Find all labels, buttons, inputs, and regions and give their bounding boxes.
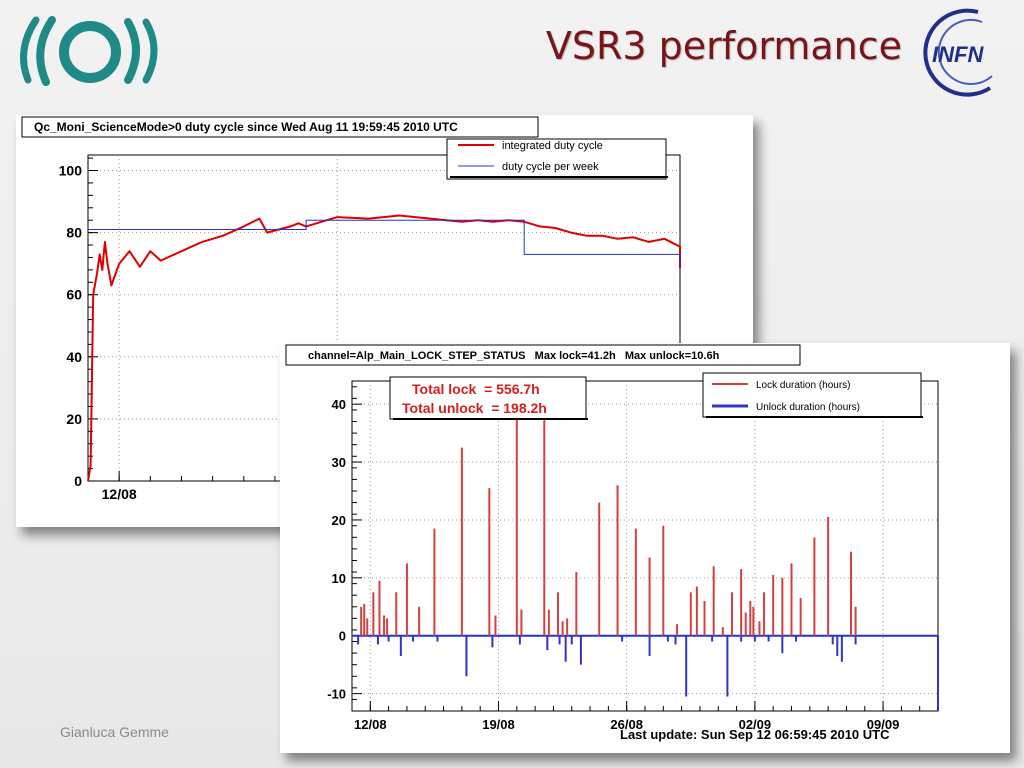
y-tick-label: 40	[332, 397, 346, 412]
weekly-duty-cycle-line	[88, 219, 681, 267]
last-update-label: Last update: Sun Sep 12 06:59:45 2010 UT…	[620, 727, 890, 742]
x-tick-label: 12/08	[102, 486, 137, 502]
chart2-series	[352, 398, 939, 711]
y-tick-label: 30	[332, 455, 346, 470]
infn-logo: INFN	[923, 8, 993, 97]
y-tick-label: 60	[66, 287, 82, 303]
x-tick-label: 12/08	[354, 717, 387, 732]
slide-title: VSR3 performance	[545, 24, 902, 68]
footer-author: Gianluca Gemme	[60, 724, 169, 740]
y-tick-label: 20	[66, 411, 82, 427]
x-tick-label: 19/08	[482, 717, 515, 732]
chart2-legend: Lock duration (hours) Unlock duration (h…	[702, 372, 923, 418]
chart1-legend: integrated duty cycle duty cycle per wee…	[446, 138, 668, 180]
chart2-plot-frame	[351, 380, 939, 712]
legend-label-weekly: duty cycle per week	[502, 161, 599, 173]
integrated-duty-cycle-line	[87, 214, 681, 482]
total-lock-label: Total lock = 556.7h	[412, 381, 540, 397]
y-tick-label: 100	[59, 163, 83, 179]
legend-label-lock: Lock duration (hours)	[756, 380, 851, 391]
x-tick-label: 26/08	[610, 717, 643, 732]
chart2-title: channel=Alp_Main_LOCK_STEP_STATUS Max lo…	[308, 350, 720, 362]
y-tick-label: 40	[66, 349, 82, 365]
chart1-series	[87, 214, 681, 482]
total-unlock-label: Total unlock = 198.2h	[402, 400, 547, 416]
y-tick-label: 0	[339, 629, 346, 644]
lock-step-chart-panel: -10 0 10 20 30 40 12/08 19/08 26/08 02/09 09/09 ch…	[280, 343, 1010, 753]
y-tick-label: 10	[332, 571, 346, 586]
y-tick-label: 80	[66, 225, 82, 241]
chart1-title-box: Qc_Moni_ScienceMode>0 duty cycle since W…	[21, 116, 539, 138]
x-tick-label: 02/09	[739, 717, 772, 732]
infn-logo-text: INFN	[932, 42, 984, 67]
legend-label-integrated: integrated duty cycle	[502, 140, 603, 152]
chart2-title-box: channel=Alp_Main_LOCK_STEP_STATUS Max lo…	[285, 344, 801, 366]
chart2-totals-box: Total lock = 556.7h Total unlock = 198.2…	[389, 376, 588, 420]
chart2-axes: -10 0 10 20 30 40 12/08 19/08 26/08 02/09 09/09	[327, 386, 939, 732]
lock-step-chart: -10 0 10 20 30 40 12/08 19/08 26/08 02/09 09/09 ch…	[285, 344, 939, 742]
legend-label-unlock: Unlock duration (hours)	[756, 402, 860, 413]
ego-logo	[20, 16, 158, 86]
y-tick-label: -10	[327, 687, 346, 702]
y-tick-label: 20	[332, 513, 346, 528]
chart1-title: Qc_Moni_ScienceMode>0 duty cycle since W…	[34, 120, 458, 134]
y-tick-label: 0	[74, 473, 82, 489]
x-tick-label: 09/09	[867, 717, 900, 732]
